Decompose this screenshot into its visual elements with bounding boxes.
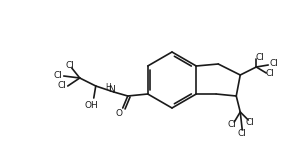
Text: Cl: Cl (256, 52, 265, 62)
Text: N: N (108, 86, 115, 94)
Text: O: O (115, 110, 122, 118)
Text: Cl: Cl (65, 62, 74, 70)
Text: Cl: Cl (246, 118, 255, 127)
Text: Cl: Cl (270, 59, 279, 69)
Text: Cl: Cl (57, 82, 66, 90)
Text: OH: OH (85, 101, 99, 111)
Text: Cl: Cl (228, 120, 237, 128)
Text: H: H (105, 83, 111, 93)
Text: Cl: Cl (266, 69, 275, 77)
Text: Cl: Cl (238, 129, 247, 138)
Text: Cl: Cl (53, 70, 62, 80)
